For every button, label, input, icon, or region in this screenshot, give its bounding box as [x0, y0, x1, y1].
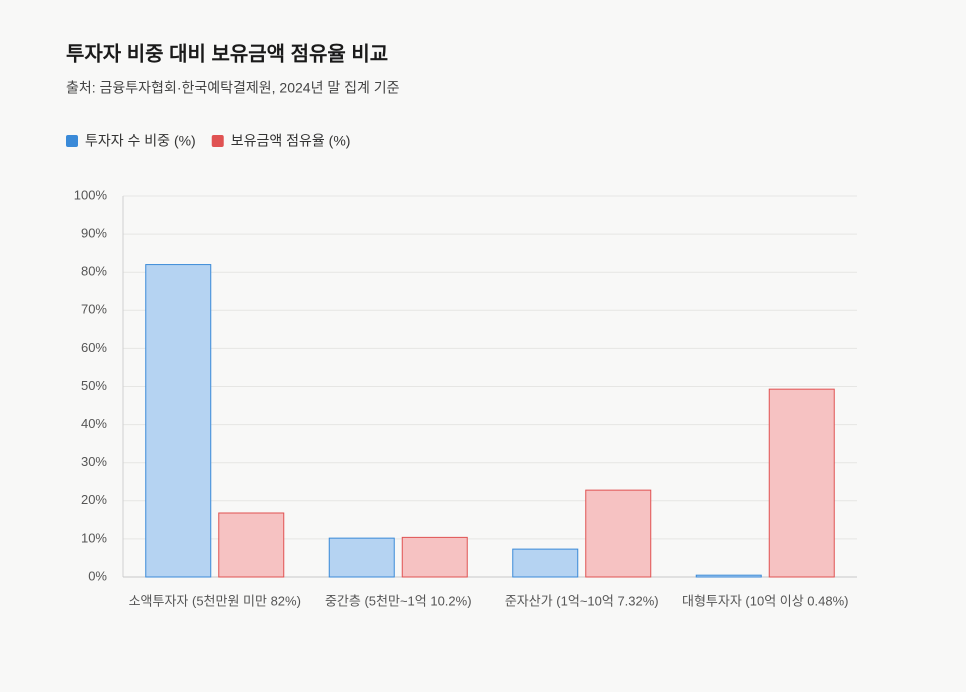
y-tick-label: 90% — [81, 226, 107, 241]
y-tick-label: 70% — [81, 302, 107, 317]
y-tick-label: 10% — [81, 530, 107, 545]
legend-label: 투자자 수 비중 (%) — [85, 133, 196, 149]
x-tick-label: 소액투자자 (5천만원 미만 82%) — [129, 593, 301, 608]
y-tick-label: 100% — [74, 187, 108, 202]
bar — [328, 537, 395, 578]
x-tick-label: 대형투자자 (10억 이상 0.48%) — [682, 593, 849, 608]
y-tick-label: 40% — [81, 416, 107, 431]
legend-label: 보유금액 점유율 (%) — [231, 133, 351, 149]
legend-swatch — [66, 135, 78, 147]
chart-subtitle: 출처: 금융투자협회·한국예탁결제원, 2024년 말 집계 기준 — [66, 80, 400, 96]
x-tick-label: 중간층 (5천만~1억 10.2%) — [325, 593, 472, 608]
y-tick-label: 0% — [88, 568, 107, 583]
bar — [218, 512, 285, 578]
bar — [512, 548, 579, 578]
bar — [585, 489, 652, 578]
legend-swatch — [211, 135, 224, 147]
bar — [695, 574, 762, 578]
bar — [768, 388, 835, 578]
y-tick-label: 50% — [81, 378, 107, 393]
y-tick-label: 80% — [81, 264, 107, 279]
x-tick-label: 준자산가 (1억~10억 7.32%) — [505, 593, 659, 608]
y-tick-label: 20% — [81, 492, 107, 507]
y-tick-label: 30% — [81, 454, 107, 469]
chart-title: 투자자 비중 대비 보유금액 점유율 비교 — [66, 42, 388, 65]
bar — [401, 536, 468, 578]
y-tick-label: 60% — [81, 340, 107, 355]
bar — [145, 264, 212, 578]
